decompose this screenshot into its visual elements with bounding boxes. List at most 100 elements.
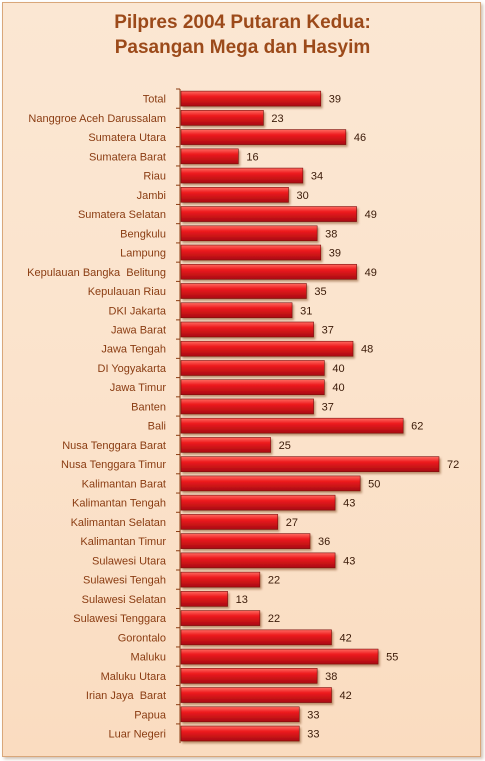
bar bbox=[180, 283, 307, 299]
bar bbox=[180, 340, 354, 357]
category-label: Kalimantan Tengah bbox=[72, 498, 166, 510]
data-label: 38 bbox=[325, 671, 337, 683]
bar bbox=[180, 571, 261, 588]
category-label: Bengkulu bbox=[120, 228, 166, 240]
data-label: 49 bbox=[365, 267, 377, 279]
bar bbox=[180, 110, 264, 126]
data-label: 46 bbox=[354, 132, 366, 144]
bar bbox=[180, 398, 314, 415]
category-label: Sulawesi Selatan bbox=[82, 594, 166, 606]
category-label: Nanggroe Aceh Darussalam bbox=[28, 113, 166, 125]
bar bbox=[180, 591, 228, 607]
category-label: Kalimantan Selatan bbox=[71, 517, 166, 529]
data-label: 43 bbox=[343, 498, 355, 510]
category-label: Kepulauan Riau bbox=[88, 286, 166, 298]
category-label: Sumatera Barat bbox=[89, 151, 166, 163]
data-label: 35 bbox=[314, 286, 326, 298]
bar bbox=[180, 187, 289, 203]
data-label: 43 bbox=[343, 555, 355, 567]
category-label: Sulawesi Tenggara bbox=[73, 613, 167, 625]
bar bbox=[180, 437, 271, 453]
category-label: DI Yogyakarta bbox=[98, 363, 167, 375]
category-label: Maluku Utara bbox=[101, 671, 167, 683]
chart-title-line-1: Pilpres 2004 Putaran Kedua: bbox=[114, 12, 371, 33]
category-label: Bali bbox=[148, 421, 166, 433]
data-label: 13 bbox=[236, 594, 248, 606]
data-label: 22 bbox=[268, 575, 280, 587]
bar bbox=[180, 263, 357, 280]
category-label: Jambi bbox=[137, 190, 166, 202]
bar bbox=[180, 379, 325, 396]
category-labels: Total Nanggroe Aceh Darussalam Sumatera Ut… bbox=[27, 88, 180, 741]
data-label: 22 bbox=[268, 613, 280, 625]
bar bbox=[180, 552, 336, 569]
bar bbox=[180, 417, 404, 434]
category-label: Irian Jaya Barat bbox=[86, 690, 166, 702]
data-label: 33 bbox=[307, 729, 319, 741]
category-label: Luar Negeri bbox=[109, 729, 166, 741]
data-label: 48 bbox=[361, 344, 373, 356]
data-label: 34 bbox=[311, 171, 323, 183]
data-label: 42 bbox=[340, 632, 352, 644]
category-label: Kalimantan Timur bbox=[80, 536, 166, 548]
category-label: Papua bbox=[134, 709, 167, 721]
bar bbox=[180, 321, 314, 338]
category-label: DKI Jakarta bbox=[109, 305, 167, 317]
bar bbox=[180, 302, 293, 319]
bar bbox=[180, 456, 440, 472]
bar bbox=[180, 514, 279, 530]
bar bbox=[180, 129, 347, 145]
bar bbox=[180, 206, 357, 222]
data-label: 72 bbox=[447, 459, 459, 471]
category-label: Nusa Tenggara Barat bbox=[62, 440, 166, 452]
data-label: 39 bbox=[329, 248, 341, 260]
data-label: 37 bbox=[322, 401, 334, 413]
category-label: Sumatera Utara bbox=[88, 132, 167, 144]
data-label: 33 bbox=[307, 709, 319, 721]
data-label: 30 bbox=[297, 190, 309, 202]
bar bbox=[180, 167, 304, 184]
bar bbox=[180, 148, 239, 165]
bar bbox=[180, 475, 361, 492]
category-label: Maluku bbox=[131, 652, 166, 664]
category-label: Jawa Timur bbox=[110, 382, 167, 394]
bar bbox=[180, 610, 261, 626]
category-label: Kepulauan Bangka Belitung bbox=[27, 267, 166, 279]
data-label: 62 bbox=[411, 421, 423, 433]
bar bbox=[180, 725, 300, 742]
bar bbox=[180, 668, 318, 684]
bar bbox=[180, 533, 311, 549]
data-label: 39 bbox=[329, 94, 341, 106]
category-label: Lampung bbox=[120, 248, 166, 260]
bar bbox=[180, 225, 318, 242]
data-label: 37 bbox=[322, 325, 334, 337]
data-label: 23 bbox=[271, 113, 283, 125]
data-label: 16 bbox=[246, 151, 258, 163]
bar bbox=[180, 629, 332, 646]
bar bbox=[180, 706, 300, 723]
category-label: Gorontalo bbox=[118, 632, 166, 644]
category-label: Sulawesi Tengah bbox=[83, 575, 166, 587]
data-label: 50 bbox=[368, 478, 380, 490]
bar bbox=[180, 90, 322, 107]
data-label: 31 bbox=[300, 305, 312, 317]
bar bbox=[180, 687, 332, 703]
data-label: 40 bbox=[332, 382, 344, 394]
data-label: 27 bbox=[286, 517, 298, 529]
chart-title: Pilpres 2004 Putaran Kedua: Pasangan Meg… bbox=[0, 10, 485, 60]
category-label: Riau bbox=[143, 171, 166, 183]
bar bbox=[180, 360, 325, 376]
bar bbox=[180, 648, 379, 665]
category-label: Total bbox=[143, 94, 166, 106]
data-label: 40 bbox=[332, 363, 344, 375]
bars bbox=[180, 90, 440, 742]
data-label: 36 bbox=[318, 536, 330, 548]
bar bbox=[180, 494, 336, 511]
chart-title-line-2: Pasangan Mega dan Hasyim bbox=[114, 37, 371, 58]
category-label: Banten bbox=[131, 401, 166, 413]
data-label: 42 bbox=[340, 690, 352, 702]
data-label: 49 bbox=[365, 209, 377, 221]
category-label: Jawa Barat bbox=[111, 325, 166, 337]
category-label: Sumatera Selatan bbox=[78, 209, 166, 221]
